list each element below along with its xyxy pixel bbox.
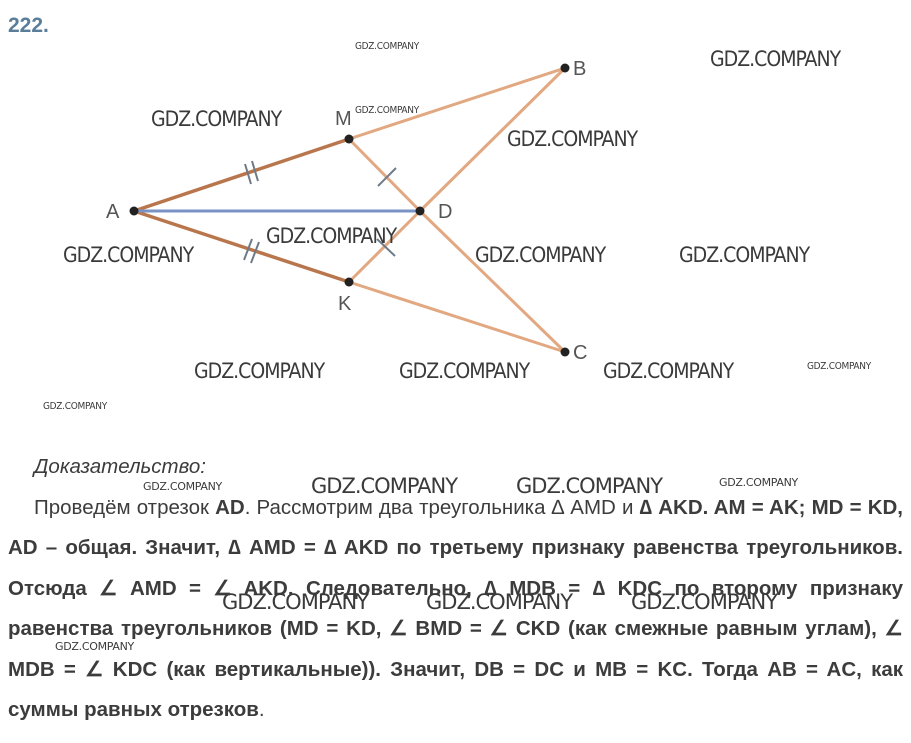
geometry-figure: A M K D B C GDZ.COMPANY GDZ.COMPANY GDZ.… [43, 41, 872, 412]
segment-DB [418, 66, 567, 213]
watermark: GDZ.COMPANY [399, 359, 531, 383]
segment-AD-ref: AD [215, 495, 245, 519]
watermark: GDZ.COMPANY [151, 107, 283, 131]
watermark: GDZ.COMPANY [355, 41, 420, 52]
watermark: GDZ.COMPANY [710, 47, 842, 71]
point-K [344, 277, 354, 287]
label-D: D [438, 201, 452, 223]
tick-MD [377, 167, 397, 187]
watermark: GDZ.COMPANY [475, 243, 607, 267]
watermark: GDZ.COMPANY [43, 401, 108, 412]
watermark: GDZ.COMPANY [679, 243, 811, 267]
watermark: GDZ.COMPANY [355, 105, 420, 116]
proof-block: Доказательство: Проведём отрезок AD. Рас… [8, 447, 903, 731]
tick-KD [376, 238, 396, 257]
proof-text-start: Проведём отрезок [34, 495, 216, 519]
watermark: GDZ.COMPANY [266, 224, 398, 248]
label-A: A [106, 201, 120, 223]
proof-text-end: . [258, 698, 265, 721]
label-B: B [573, 58, 586, 80]
label-M: M [335, 108, 352, 130]
point-B [560, 63, 570, 73]
label-K: K [338, 293, 352, 315]
proof-text-main: ∆ AKD. AM = AK; MD = KD, AD – общая. Зна… [8, 495, 903, 722]
proof-text-middle: . Рассмотрим два треугольника ∆ AMD и [244, 495, 640, 519]
segment-DC [418, 209, 567, 354]
segment-KC [348, 280, 566, 354]
watermark: GDZ.COMPANY [194, 359, 326, 383]
point-D [415, 206, 425, 216]
point-A [129, 206, 139, 216]
segment-AK [133, 209, 350, 284]
problem-number: 222. [8, 14, 49, 37]
label-C: C [573, 342, 587, 364]
segment-AM [133, 137, 350, 213]
watermark: GDZ.COMPANY [807, 361, 872, 372]
segment-MD [347, 137, 422, 213]
proof-title: Доказательство: [34, 455, 206, 478]
point-C [560, 347, 570, 357]
proof-text: Проведём отрезок AD. Рассмотрим два треу… [8, 488, 903, 731]
segment-MB [348, 66, 566, 141]
double-tick-AK [243, 238, 260, 264]
watermark: GDZ.COMPANY [63, 243, 195, 267]
watermark: GDZ.COMPANY [603, 359, 735, 383]
watermark: GDZ.COMPANY [507, 127, 639, 151]
double-tick-AM [244, 160, 259, 185]
point-M [344, 134, 354, 144]
